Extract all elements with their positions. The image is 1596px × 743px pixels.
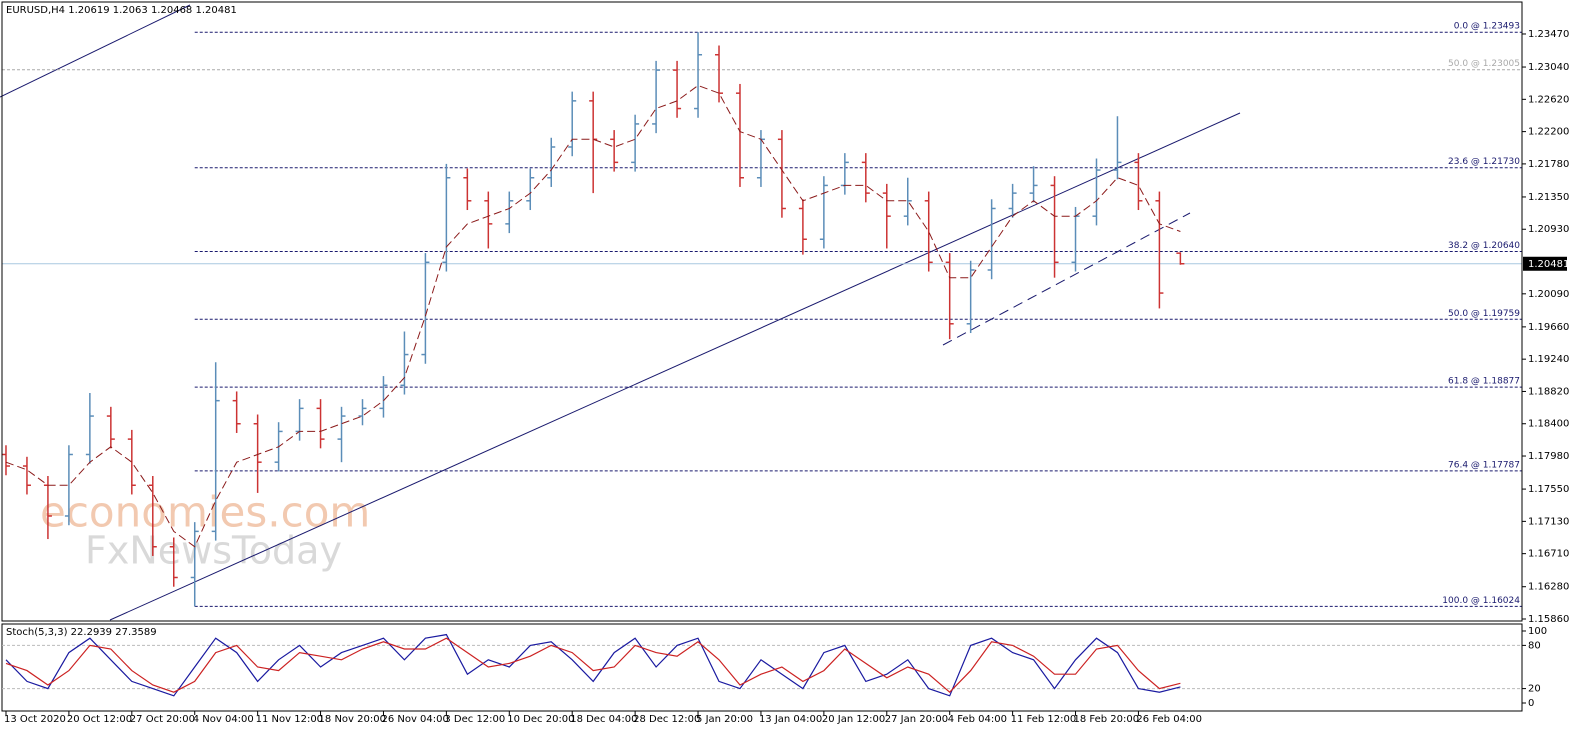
stoch-signal-last: 27.3589 xyxy=(115,627,156,638)
x-tick-label: 4 Nov 04:00 xyxy=(193,714,254,725)
x-tick-label: 27 Jan 20:00 xyxy=(885,714,948,725)
y-tick-label: 1.15860 xyxy=(1528,614,1569,625)
symbol: EURUSD,H4 xyxy=(6,5,65,16)
stoch-header: Stoch(5,3,3) 22.2939 27.3589 xyxy=(6,627,157,638)
fib-label: 76.4 @ 1.17787 xyxy=(1448,460,1520,470)
stoch-line xyxy=(5,637,1181,694)
fib-label: 50.0 @ 1.23005 xyxy=(1448,59,1520,69)
last-close: 1.20481 xyxy=(195,5,236,16)
x-tick-label: 27 Oct 20:00 xyxy=(130,714,195,725)
channel-line xyxy=(942,212,1191,346)
x-tick-label: 11 Feb 12:00 xyxy=(1011,714,1077,725)
trend-line xyxy=(0,4,191,98)
y-tick-label: 100 xyxy=(1528,626,1547,637)
current-price-box xyxy=(1523,256,1567,271)
fib-label: 0.0 @ 1.23493 xyxy=(1454,22,1520,32)
header: EURUSD,H4 1.20619 1.2063 1.20468 1.20481 xyxy=(6,5,237,16)
y-tick-label: 1.21350 xyxy=(1528,192,1569,203)
x-tick-label: 26 Feb 04:00 xyxy=(1136,714,1202,725)
x-tick-label: 28 Dec 12:00 xyxy=(633,714,700,725)
y-tick-label: 1.16710 xyxy=(1528,549,1569,560)
y-tick-label: 1.20090 xyxy=(1528,289,1569,300)
x-tick-label: 5 Jan 20:00 xyxy=(696,714,753,725)
y-tick-label: 1.17130 xyxy=(1528,516,1569,527)
y-tick-label: 20 xyxy=(1528,684,1541,695)
y-tick-label: 1.16280 xyxy=(1528,582,1569,593)
y-tick-label: 1.18820 xyxy=(1528,386,1569,397)
fib-label: 50.0 @ 1.19759 xyxy=(1448,309,1520,319)
stoch-frame xyxy=(1,623,1523,712)
y-tick-label: 1.19660 xyxy=(1528,322,1569,333)
y-tick-label: 0 xyxy=(1528,698,1534,709)
trend-line xyxy=(109,112,1241,621)
x-tick-label: 13 Oct 2020 xyxy=(4,714,66,725)
current-price-label: 1.20481 xyxy=(1528,259,1569,270)
y-tick-label: 1.22200 xyxy=(1528,127,1569,138)
stoch-main-last: 22.2939 xyxy=(71,627,112,638)
y-tick-label: 1.17980 xyxy=(1528,451,1569,462)
y-tick-label: 1.21780 xyxy=(1528,159,1569,170)
y-tick-label: 1.22620 xyxy=(1528,94,1569,105)
x-tick-label: 13 Jan 04:00 xyxy=(759,714,822,725)
last-high: 1.2063 xyxy=(113,5,148,16)
watermark: FxNewsToday xyxy=(85,529,342,573)
y-tick-label: 80 xyxy=(1528,640,1541,651)
fib-label: 23.6 @ 1.21730 xyxy=(1448,157,1520,167)
fib-label: 38.2 @ 1.20640 xyxy=(1448,241,1520,251)
stoch-title: Stoch(5,3,3) xyxy=(6,627,68,638)
x-tick-label: 4 Feb 04:00 xyxy=(948,714,1007,725)
fib-label: 61.8 @ 1.18877 xyxy=(1448,377,1520,387)
x-tick-label: 3 Dec 12:00 xyxy=(444,714,505,725)
x-tick-label: 10 Dec 20:00 xyxy=(507,714,574,725)
y-tick-label: 1.23040 xyxy=(1528,62,1569,73)
moving-average xyxy=(5,84,1181,548)
x-tick-label: 18 Nov 20:00 xyxy=(319,714,386,725)
y-tick-label: 1.18400 xyxy=(1528,419,1569,430)
y-tick-label: 1.23470 xyxy=(1528,29,1569,40)
last-open: 1.20619 xyxy=(68,5,109,16)
y-tick-label: 1.19240 xyxy=(1528,354,1569,365)
price-frame xyxy=(1,1,1523,622)
fib-label: 100.0 @ 1.16024 xyxy=(1442,596,1520,606)
x-tick-label: 11 Nov 12:00 xyxy=(256,714,323,725)
last-low: 1.20468 xyxy=(151,5,192,16)
stoch-line xyxy=(5,633,1181,697)
x-tick-label: 20 Oct 12:00 xyxy=(67,714,132,725)
x-tick-label: 20 Jan 12:00 xyxy=(822,714,885,725)
y-tick-label: 1.17550 xyxy=(1528,484,1569,495)
y-tick-label: 1.20930 xyxy=(1528,224,1569,235)
x-tick-label: 26 Nov 04:00 xyxy=(381,714,448,725)
x-tick-label: 18 Feb 20:00 xyxy=(1074,714,1140,725)
x-tick-label: 18 Dec 04:00 xyxy=(570,714,637,725)
